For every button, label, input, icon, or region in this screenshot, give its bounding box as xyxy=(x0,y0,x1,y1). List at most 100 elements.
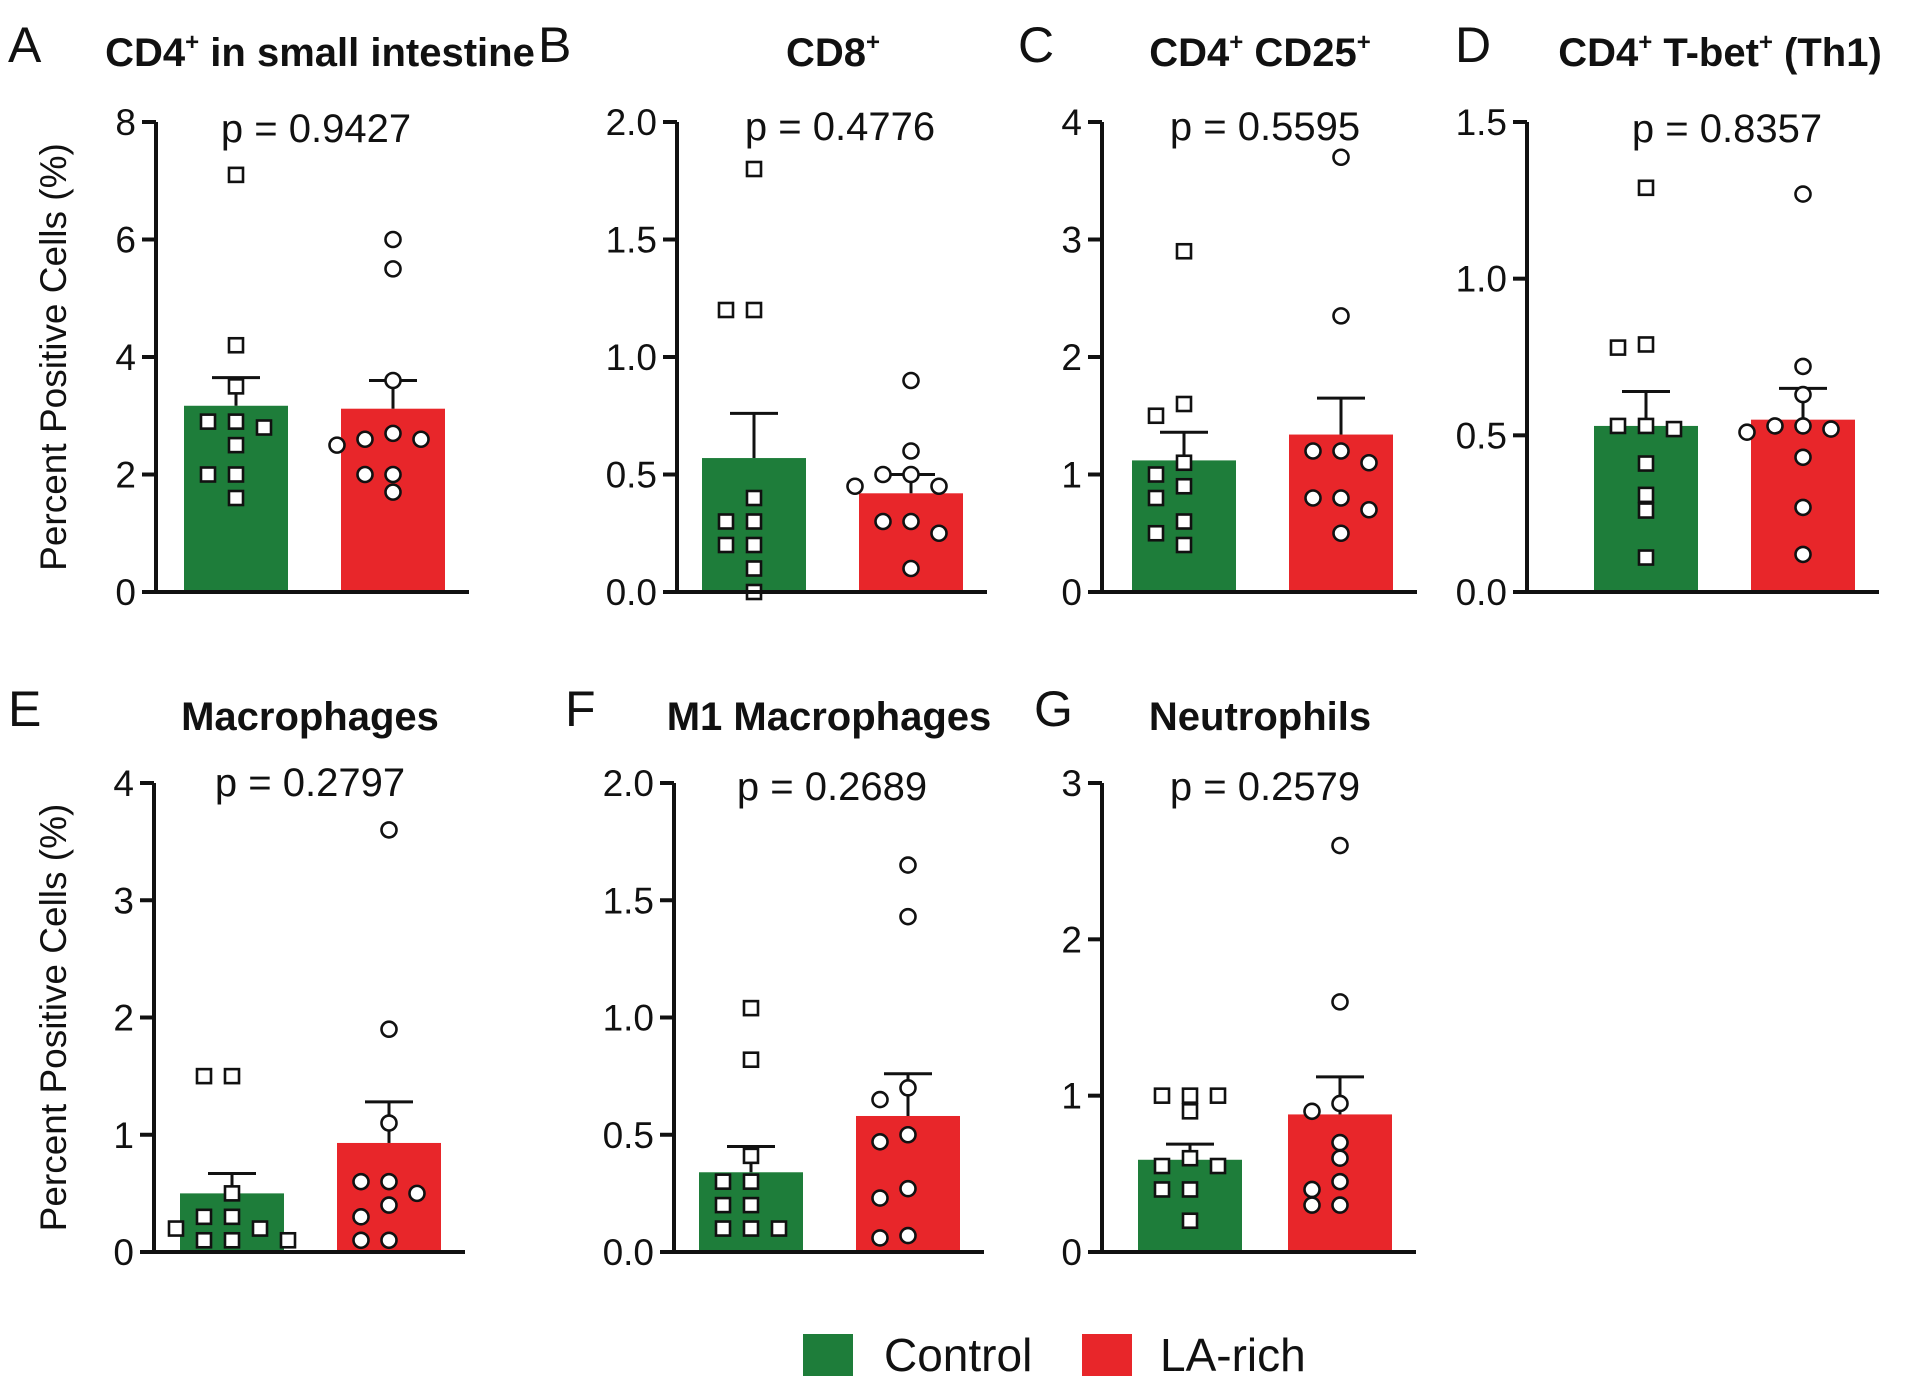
data-point-circle xyxy=(1304,442,1322,460)
y-tick-label: 8 xyxy=(115,102,136,143)
data-point-square xyxy=(255,419,273,436)
data-point-circle xyxy=(384,230,402,249)
data-point-square xyxy=(1609,417,1627,435)
data-point-circle xyxy=(1332,489,1350,507)
data-point-circle xyxy=(1331,1149,1349,1167)
y-tick-label: 0.5 xyxy=(606,455,657,496)
y-tick-label: 1.0 xyxy=(1456,259,1507,300)
data-point-square xyxy=(1181,1181,1199,1198)
data-point-square xyxy=(167,1220,185,1237)
title-text: in small intestine xyxy=(199,31,535,75)
data-point-circle xyxy=(1303,1102,1321,1121)
data-point-square xyxy=(195,1208,213,1226)
data-point-square xyxy=(279,1231,297,1249)
data-point-circle xyxy=(1794,185,1812,203)
y-tick-label: 1.0 xyxy=(606,337,657,378)
y-tick-label: 2.0 xyxy=(603,763,654,804)
title-text: Neutrophils xyxy=(1149,695,1371,739)
data-point-circle xyxy=(899,1125,917,1144)
y-tick-label: 4 xyxy=(113,763,134,804)
data-point-square xyxy=(227,436,245,454)
data-point-circle xyxy=(328,436,346,454)
y-tick-label: 2 xyxy=(113,998,134,1039)
data-point-square xyxy=(1147,524,1165,542)
data-point-square xyxy=(1637,179,1655,197)
data-point-circle xyxy=(902,465,920,484)
p-value: p = 0.2689 xyxy=(737,765,927,809)
y-tick-label: 1 xyxy=(113,1115,134,1156)
data-point-circle xyxy=(412,430,430,449)
data-point-circle xyxy=(902,371,920,390)
data-point-circle xyxy=(356,465,374,484)
data-point-square xyxy=(717,301,735,319)
data-point-circle xyxy=(1360,453,1378,472)
data-point-square xyxy=(717,536,735,554)
legend-swatch-control xyxy=(803,1334,853,1376)
data-point-circle xyxy=(1332,442,1350,460)
legend-label: Control xyxy=(884,1329,1032,1381)
data-point-square xyxy=(745,301,763,319)
data-point-circle xyxy=(380,821,398,839)
y-tick-label: 4 xyxy=(115,337,136,378)
data-point-circle xyxy=(899,1179,917,1198)
data-point-circle xyxy=(380,1196,398,1214)
data-point-square xyxy=(199,466,217,483)
data-point-circle xyxy=(846,477,864,496)
data-point-circle xyxy=(1304,489,1322,507)
data-point-square xyxy=(714,1220,732,1237)
data-point-circle xyxy=(380,1231,398,1250)
panel-letter: C xyxy=(1018,17,1054,73)
data-point-circle xyxy=(1332,148,1350,167)
data-point-circle xyxy=(902,512,920,531)
data-point-circle xyxy=(1822,420,1840,438)
data-point-circle xyxy=(930,524,948,543)
y-tick-label: 3 xyxy=(1061,220,1082,261)
data-point-square xyxy=(1209,1087,1227,1104)
data-point-circle xyxy=(352,1231,370,1250)
data-point-circle xyxy=(1332,307,1350,325)
panel-letter: A xyxy=(8,17,42,73)
title-superscript: + xyxy=(185,29,199,56)
p-value: p = 0.5595 xyxy=(1170,105,1360,149)
data-point-square xyxy=(227,413,245,430)
data-point-circle xyxy=(384,424,402,443)
data-point-square xyxy=(770,1220,788,1237)
title-superscript: + xyxy=(1357,29,1371,56)
panel-title: Macrophages xyxy=(181,695,439,739)
data-point-square xyxy=(227,378,245,395)
data-point-circle xyxy=(871,1189,889,1207)
data-point-square xyxy=(1147,407,1165,425)
title-text: CD4 xyxy=(105,31,186,75)
y-tick-label: 6 xyxy=(115,220,136,261)
y-tick-label: 0.0 xyxy=(606,572,657,613)
y-tick-label: 0.5 xyxy=(1456,415,1507,456)
legend-label: LA-rich xyxy=(1160,1329,1306,1381)
y-axis-label: Percent Positive Cells (%) xyxy=(33,143,74,571)
data-point-circle xyxy=(1738,423,1756,442)
legend-swatch-la-rich xyxy=(1082,1334,1132,1376)
data-point-circle xyxy=(1766,417,1784,435)
data-point-circle xyxy=(384,371,402,390)
data-point-square xyxy=(1153,1087,1171,1104)
y-tick-label: 0.0 xyxy=(603,1232,654,1273)
y-tick-label: 1 xyxy=(1061,455,1082,496)
y-tick-label: 3 xyxy=(113,880,134,921)
data-point-circle xyxy=(1794,545,1812,564)
y-tick-label: 2.0 xyxy=(606,102,657,143)
data-point-square xyxy=(1147,489,1165,507)
data-point-square xyxy=(1181,1103,1199,1120)
panel-title: CD4+ in small intestine xyxy=(105,29,535,75)
y-tick-label: 0.5 xyxy=(603,1115,654,1156)
y-tick-label: 2 xyxy=(1061,919,1082,960)
data-point-square xyxy=(223,1067,241,1085)
panel-b: B CD8+ p = 0.4776 0.0 0.5 1.0 1.5 2.0 xyxy=(538,17,987,613)
data-point-circle xyxy=(1331,1196,1349,1214)
y-tick-label: 3 xyxy=(1061,763,1082,804)
data-point-square xyxy=(227,489,245,507)
data-point-square xyxy=(742,1220,760,1237)
data-point-circle xyxy=(899,907,917,926)
data-point-circle xyxy=(1331,1094,1349,1113)
y-tick-label: 0 xyxy=(115,572,136,613)
y-tick-label: 2 xyxy=(115,455,136,496)
